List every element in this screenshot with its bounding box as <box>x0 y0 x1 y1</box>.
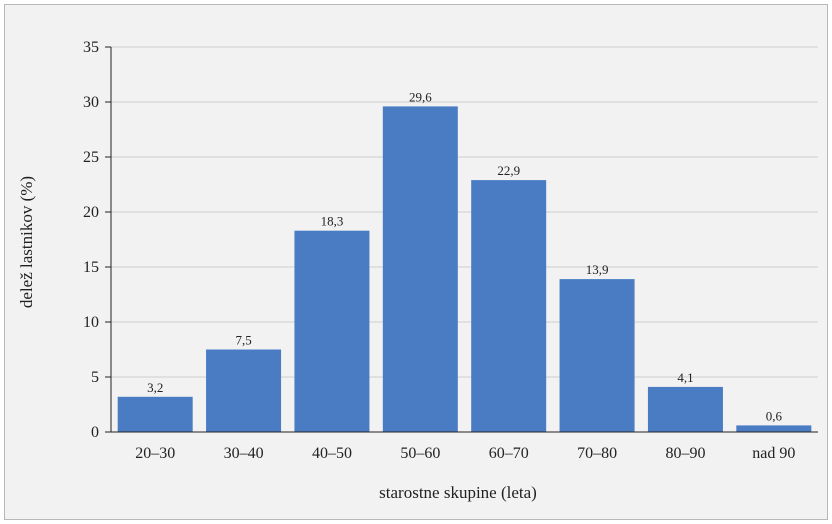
data-label: 22,9 <box>497 163 520 178</box>
y-tick-label: 10 <box>83 314 99 331</box>
y-tick-label: 25 <box>83 149 99 166</box>
y-tick-label: 5 <box>91 369 99 386</box>
x-tick-label: 60–70 <box>489 445 529 462</box>
data-label: 7,5 <box>235 333 251 348</box>
data-label: 3,2 <box>147 380 163 395</box>
y-tick-label: 35 <box>83 39 99 56</box>
bar <box>647 386 723 432</box>
x-tick-label: 30–40 <box>224 445 264 462</box>
x-tick-label: 40–50 <box>312 445 352 462</box>
data-label: 4,1 <box>677 370 693 385</box>
bar <box>736 425 812 432</box>
bar <box>206 349 282 432</box>
gridlines <box>111 46 818 378</box>
x-tick-label: 80–90 <box>665 445 705 462</box>
x-tick-label: 50–60 <box>400 445 440 462</box>
tick-labels: 0 5 10 15 20 25 30 35 20–30 30–40 40–50 50–60 60–70 7… <box>83 39 795 462</box>
y-tick-label: 30 <box>83 94 99 111</box>
x-tick-label: 70–80 <box>577 445 617 462</box>
x-tick-label: nad 90 <box>752 445 795 462</box>
data-label: 29,6 <box>409 89 432 104</box>
data-label: 0,6 <box>766 408 783 423</box>
bar <box>294 230 370 432</box>
bar <box>382 106 458 433</box>
data-label: 13,9 <box>586 262 609 277</box>
bars <box>117 106 812 433</box>
y-tick-label: 15 <box>83 259 99 276</box>
bar <box>559 279 635 432</box>
data-label: 18,3 <box>321 214 344 229</box>
bar <box>471 180 547 432</box>
y-tick-label: 0 <box>91 424 99 441</box>
x-axis-title: starostne skupine (leta) <box>379 483 537 502</box>
y-axis-title: delež lastnikov (%) <box>17 176 36 308</box>
x-tick-label: 20–30 <box>135 445 175 462</box>
bar <box>117 396 193 432</box>
data-labels: 3,2 7,5 18,3 29,6 22,9 13,9 4,1 0,6 <box>147 89 782 423</box>
axes <box>110 47 818 433</box>
y-tick-label: 20 <box>83 204 99 221</box>
